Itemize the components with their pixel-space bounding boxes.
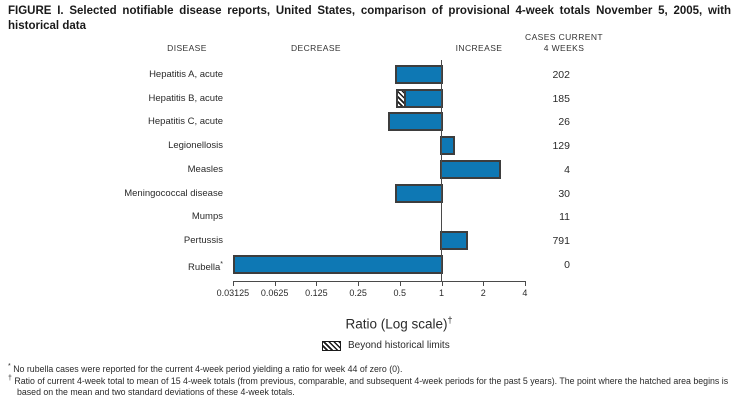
ratio-bar <box>440 230 468 250</box>
chart-row: Meningococcal disease 30 <box>0 182 737 206</box>
axis-tick <box>441 281 443 286</box>
cases-value: 11 <box>559 211 570 224</box>
chart-row: Measles 4 <box>0 158 737 182</box>
axis-tick-label: 2 <box>480 288 486 298</box>
cases-header-line1: CASES CURRENT <box>525 32 603 42</box>
cases-value: 0 <box>564 258 570 271</box>
x-axis-label: Ratio (Log scale)† <box>345 315 453 332</box>
axis-tick-label: 0.125 <box>305 288 328 298</box>
axis-tick <box>274 281 276 286</box>
cases-value: 185 <box>552 92 570 105</box>
ratio-bar <box>394 183 443 203</box>
axis-tick-label: 0.0625 <box>260 288 289 298</box>
axis-tick-label: 0.25 <box>349 288 367 298</box>
chart-row: Hepatitis A, acute 202 <box>0 63 737 87</box>
disease-label: Rubella* <box>188 260 223 273</box>
axis-tick <box>399 281 401 286</box>
cases-header-line2: 4 WEEKS <box>543 43 585 54</box>
ratio-bar <box>440 136 455 156</box>
column-header-increase: INCREASE <box>455 43 503 53</box>
chart-row: Hepatitis C, acute 26 <box>0 110 737 134</box>
figure-title: FIGURE I. Selected notifiable disease re… <box>8 5 731 32</box>
x-axis-line <box>233 281 526 282</box>
baseline-ratio-1-line <box>441 60 442 282</box>
axis-tick-label: 1 <box>438 288 444 298</box>
ratio-bar <box>440 159 502 179</box>
disease-label: Pertussis <box>183 234 223 246</box>
column-header-decrease: DECREASE <box>291 43 341 53</box>
disease-label: Meningococcal disease <box>124 187 223 199</box>
chart-row: Hepatitis B, acute 185 <box>0 87 737 111</box>
footnotes: * No rubella cases were reported for the… <box>8 363 732 398</box>
chart-row: Mumps 11 <box>0 205 737 229</box>
axis-tick <box>232 281 234 286</box>
legend-label: Beyond historical limits <box>348 340 450 351</box>
hatched-swatch-icon <box>322 341 341 351</box>
chart: DISEASE DECREASE INCREASE CASES CURRENT 4… <box>0 32 737 351</box>
cases-value: 129 <box>552 140 570 153</box>
axis-tick-label: 0.03125 <box>216 288 250 298</box>
disease-label: Hepatitis C, acute <box>148 116 223 128</box>
column-header-cases: CASES CURRENT 4 WEEKS <box>512 32 616 54</box>
cases-value: 791 <box>552 234 570 247</box>
disease-label: Mumps <box>191 211 223 223</box>
axis-tick <box>358 281 360 286</box>
footnote-marker: * <box>220 260 223 268</box>
cases-value: 26 <box>558 116 570 129</box>
disease-label: Hepatitis A, acute <box>149 69 223 80</box>
disease-label: Hepatitis B, acute <box>148 92 223 104</box>
axis-tick-label: 4 <box>522 288 528 298</box>
disease-label: Legionellosis <box>168 140 223 152</box>
ratio-bar <box>394 65 443 84</box>
ratio-bar <box>387 112 443 132</box>
ratio-bar <box>232 254 443 274</box>
dagger-note-marker: † <box>447 315 453 325</box>
chart-row: Legionellosis 129 <box>0 134 737 158</box>
disease-label: Measles <box>187 163 223 175</box>
chart-row: Rubella* 0 <box>0 253 737 277</box>
ratio-bar <box>396 88 443 108</box>
axis-tick <box>316 281 318 286</box>
cases-value: 30 <box>558 187 570 200</box>
axis-tick-label: 0.5 <box>393 288 407 298</box>
cases-value: 202 <box>552 69 570 81</box>
axis-tick <box>524 281 526 286</box>
footnote-asterisk: * No rubella cases were reported for the… <box>8 363 403 374</box>
axis-tick <box>483 281 485 286</box>
column-header-disease: DISEASE <box>167 43 207 53</box>
cases-value: 4 <box>564 163 570 176</box>
beyond-limits-hatch <box>398 90 407 106</box>
chart-row: Pertussis 791 <box>0 229 737 253</box>
footnote-dagger: † Ratio of current 4-week total to mean … <box>8 374 729 397</box>
